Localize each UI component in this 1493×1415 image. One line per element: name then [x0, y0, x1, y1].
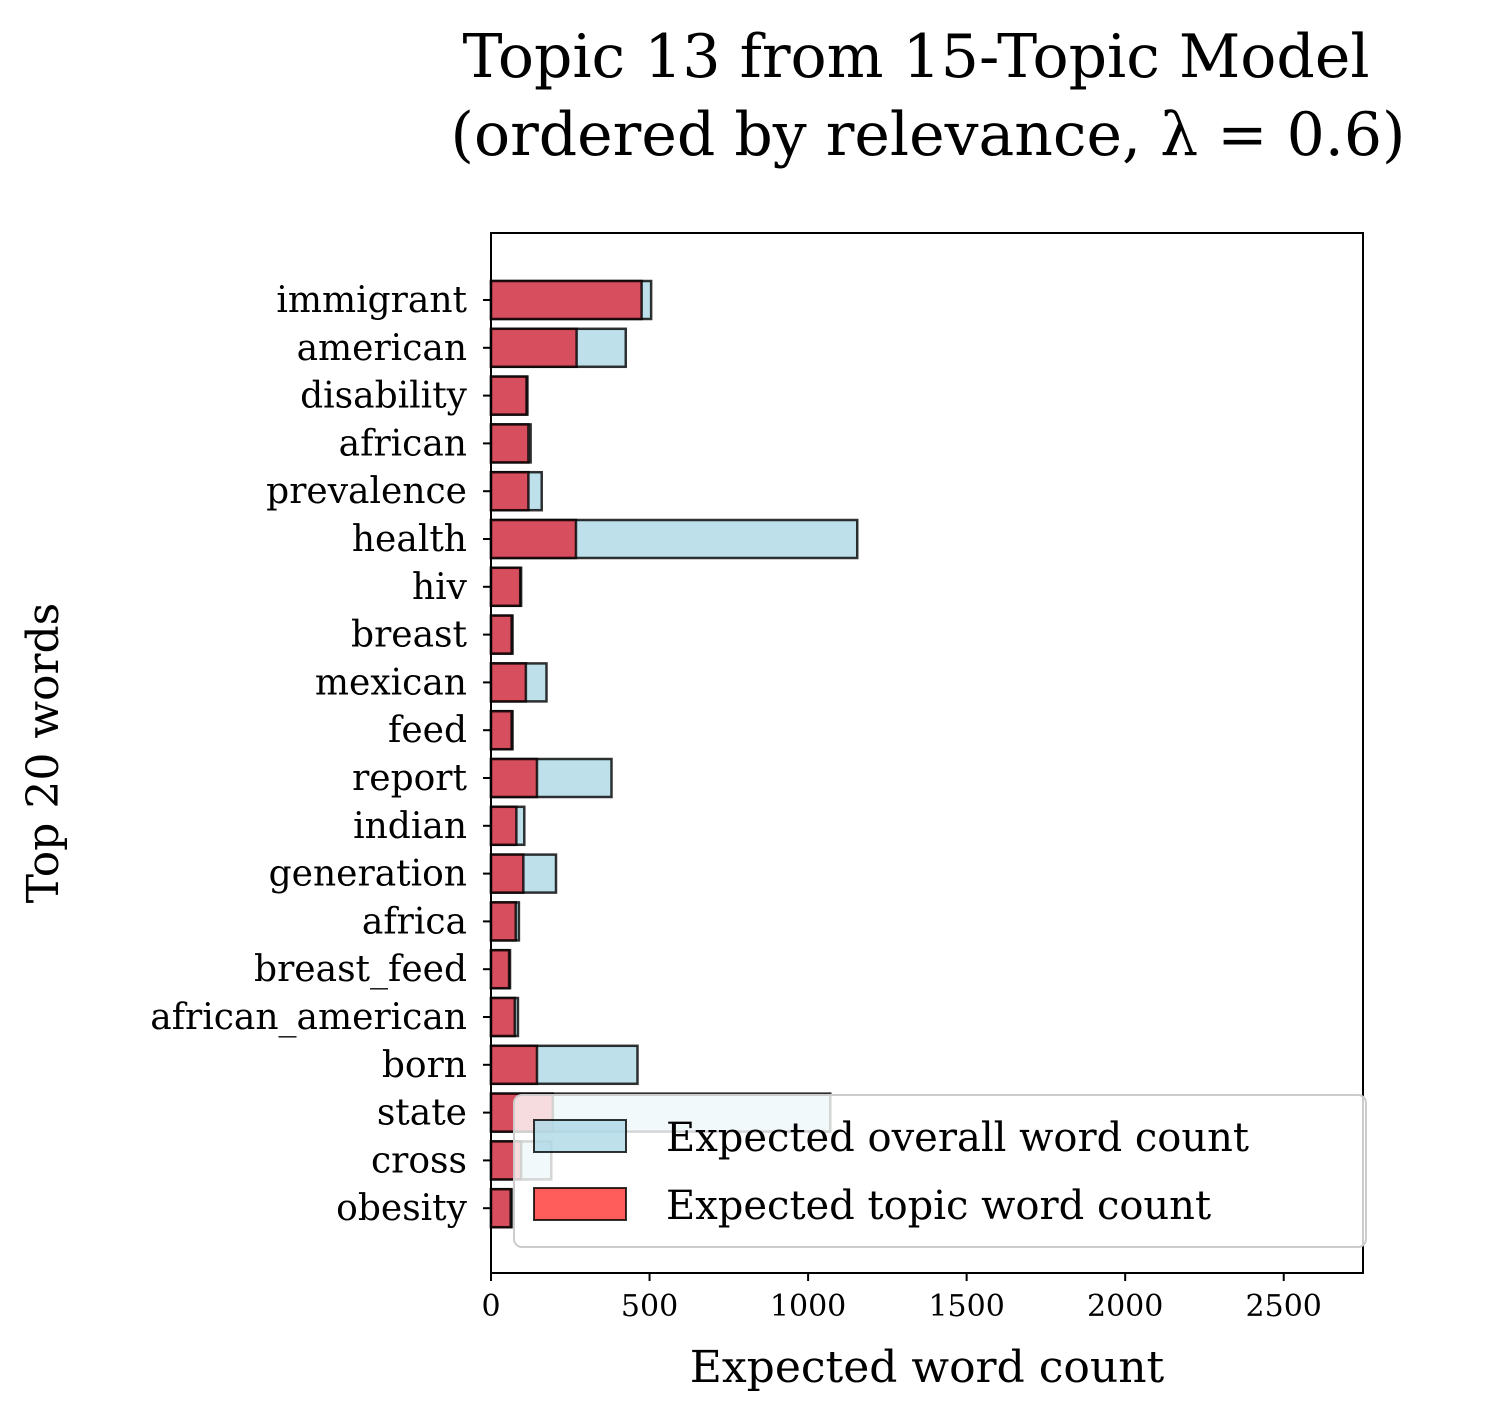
x-tick-label: 2500 — [1246, 1289, 1322, 1324]
bar-topic — [489, 662, 528, 703]
bar-topic — [489, 327, 578, 369]
category-label: prevalence — [266, 471, 467, 512]
category-label: breast — [351, 615, 467, 656]
category-label: breast_feed — [254, 949, 467, 990]
category-label: generation — [269, 854, 467, 895]
legend-label-topic: Expected topic word count — [666, 1183, 1211, 1229]
bar-topic — [489, 709, 513, 751]
category-label: hiv — [412, 567, 468, 608]
legend: Expected overall word count Expected top… — [513, 1094, 1367, 1248]
chart-title: Topic 13 from 15-Topic Model — [462, 22, 1369, 92]
bar-topic — [489, 375, 528, 416]
legend-swatch-topic — [533, 1187, 627, 1221]
chart-subtitle: (ordered by relevance, λ = 0.6) — [451, 100, 1406, 170]
bars-group — [489, 279, 859, 1229]
bar-topic — [489, 470, 530, 512]
bar-topic — [489, 901, 517, 942]
category-label: disability — [300, 376, 468, 417]
category-label: feed — [388, 710, 467, 751]
x-tick-label: 1500 — [928, 1289, 1004, 1324]
category-label: africa — [362, 901, 467, 942]
bar-topic — [489, 805, 518, 847]
category-label: state — [377, 1093, 467, 1134]
x-tick-label: 0 — [481, 1289, 500, 1324]
bar-topic — [489, 853, 525, 894]
bar-topic — [489, 423, 530, 464]
category-label: indian — [353, 806, 467, 847]
bar-topic — [489, 1044, 539, 1086]
bar-topic — [489, 614, 513, 655]
bar-topic — [489, 1187, 512, 1229]
category-label: american — [297, 328, 467, 369]
bar-topic — [489, 948, 511, 990]
legend-frame — [513, 1094, 1367, 1248]
x-ticks: 0 500 1000 1500 2000 2500 — [481, 1273, 1322, 1324]
x-tick-label: 500 — [621, 1289, 678, 1324]
legend-label-overall: Expected overall word count — [666, 1115, 1249, 1161]
bar-topic — [489, 757, 539, 799]
legend-swatch-overall — [533, 1119, 627, 1153]
category-label: health — [352, 519, 467, 560]
x-tick-label: 1000 — [770, 1289, 846, 1324]
bar-topic — [489, 996, 517, 1038]
category-label: cross — [371, 1140, 467, 1181]
bar-topic — [489, 566, 522, 608]
category-label: born — [382, 1045, 467, 1086]
bar-topic — [489, 279, 643, 321]
category-label: report — [352, 758, 467, 799]
category-label: immigrant — [276, 280, 467, 321]
category-label: african — [339, 423, 467, 464]
category-label: mexican — [315, 662, 467, 703]
plot-frame — [490, 232, 1364, 1274]
x-tick-label: 2000 — [1087, 1289, 1163, 1324]
category-label: african_american — [150, 997, 467, 1038]
category-labels: immigrant american disability african preval… — [150, 280, 491, 1229]
y-axis-label: Top 20 words — [18, 603, 69, 903]
category-label: obesity — [336, 1188, 467, 1229]
x-axis-label: Expected word count — [690, 1342, 1165, 1393]
bar-topic — [489, 518, 578, 560]
